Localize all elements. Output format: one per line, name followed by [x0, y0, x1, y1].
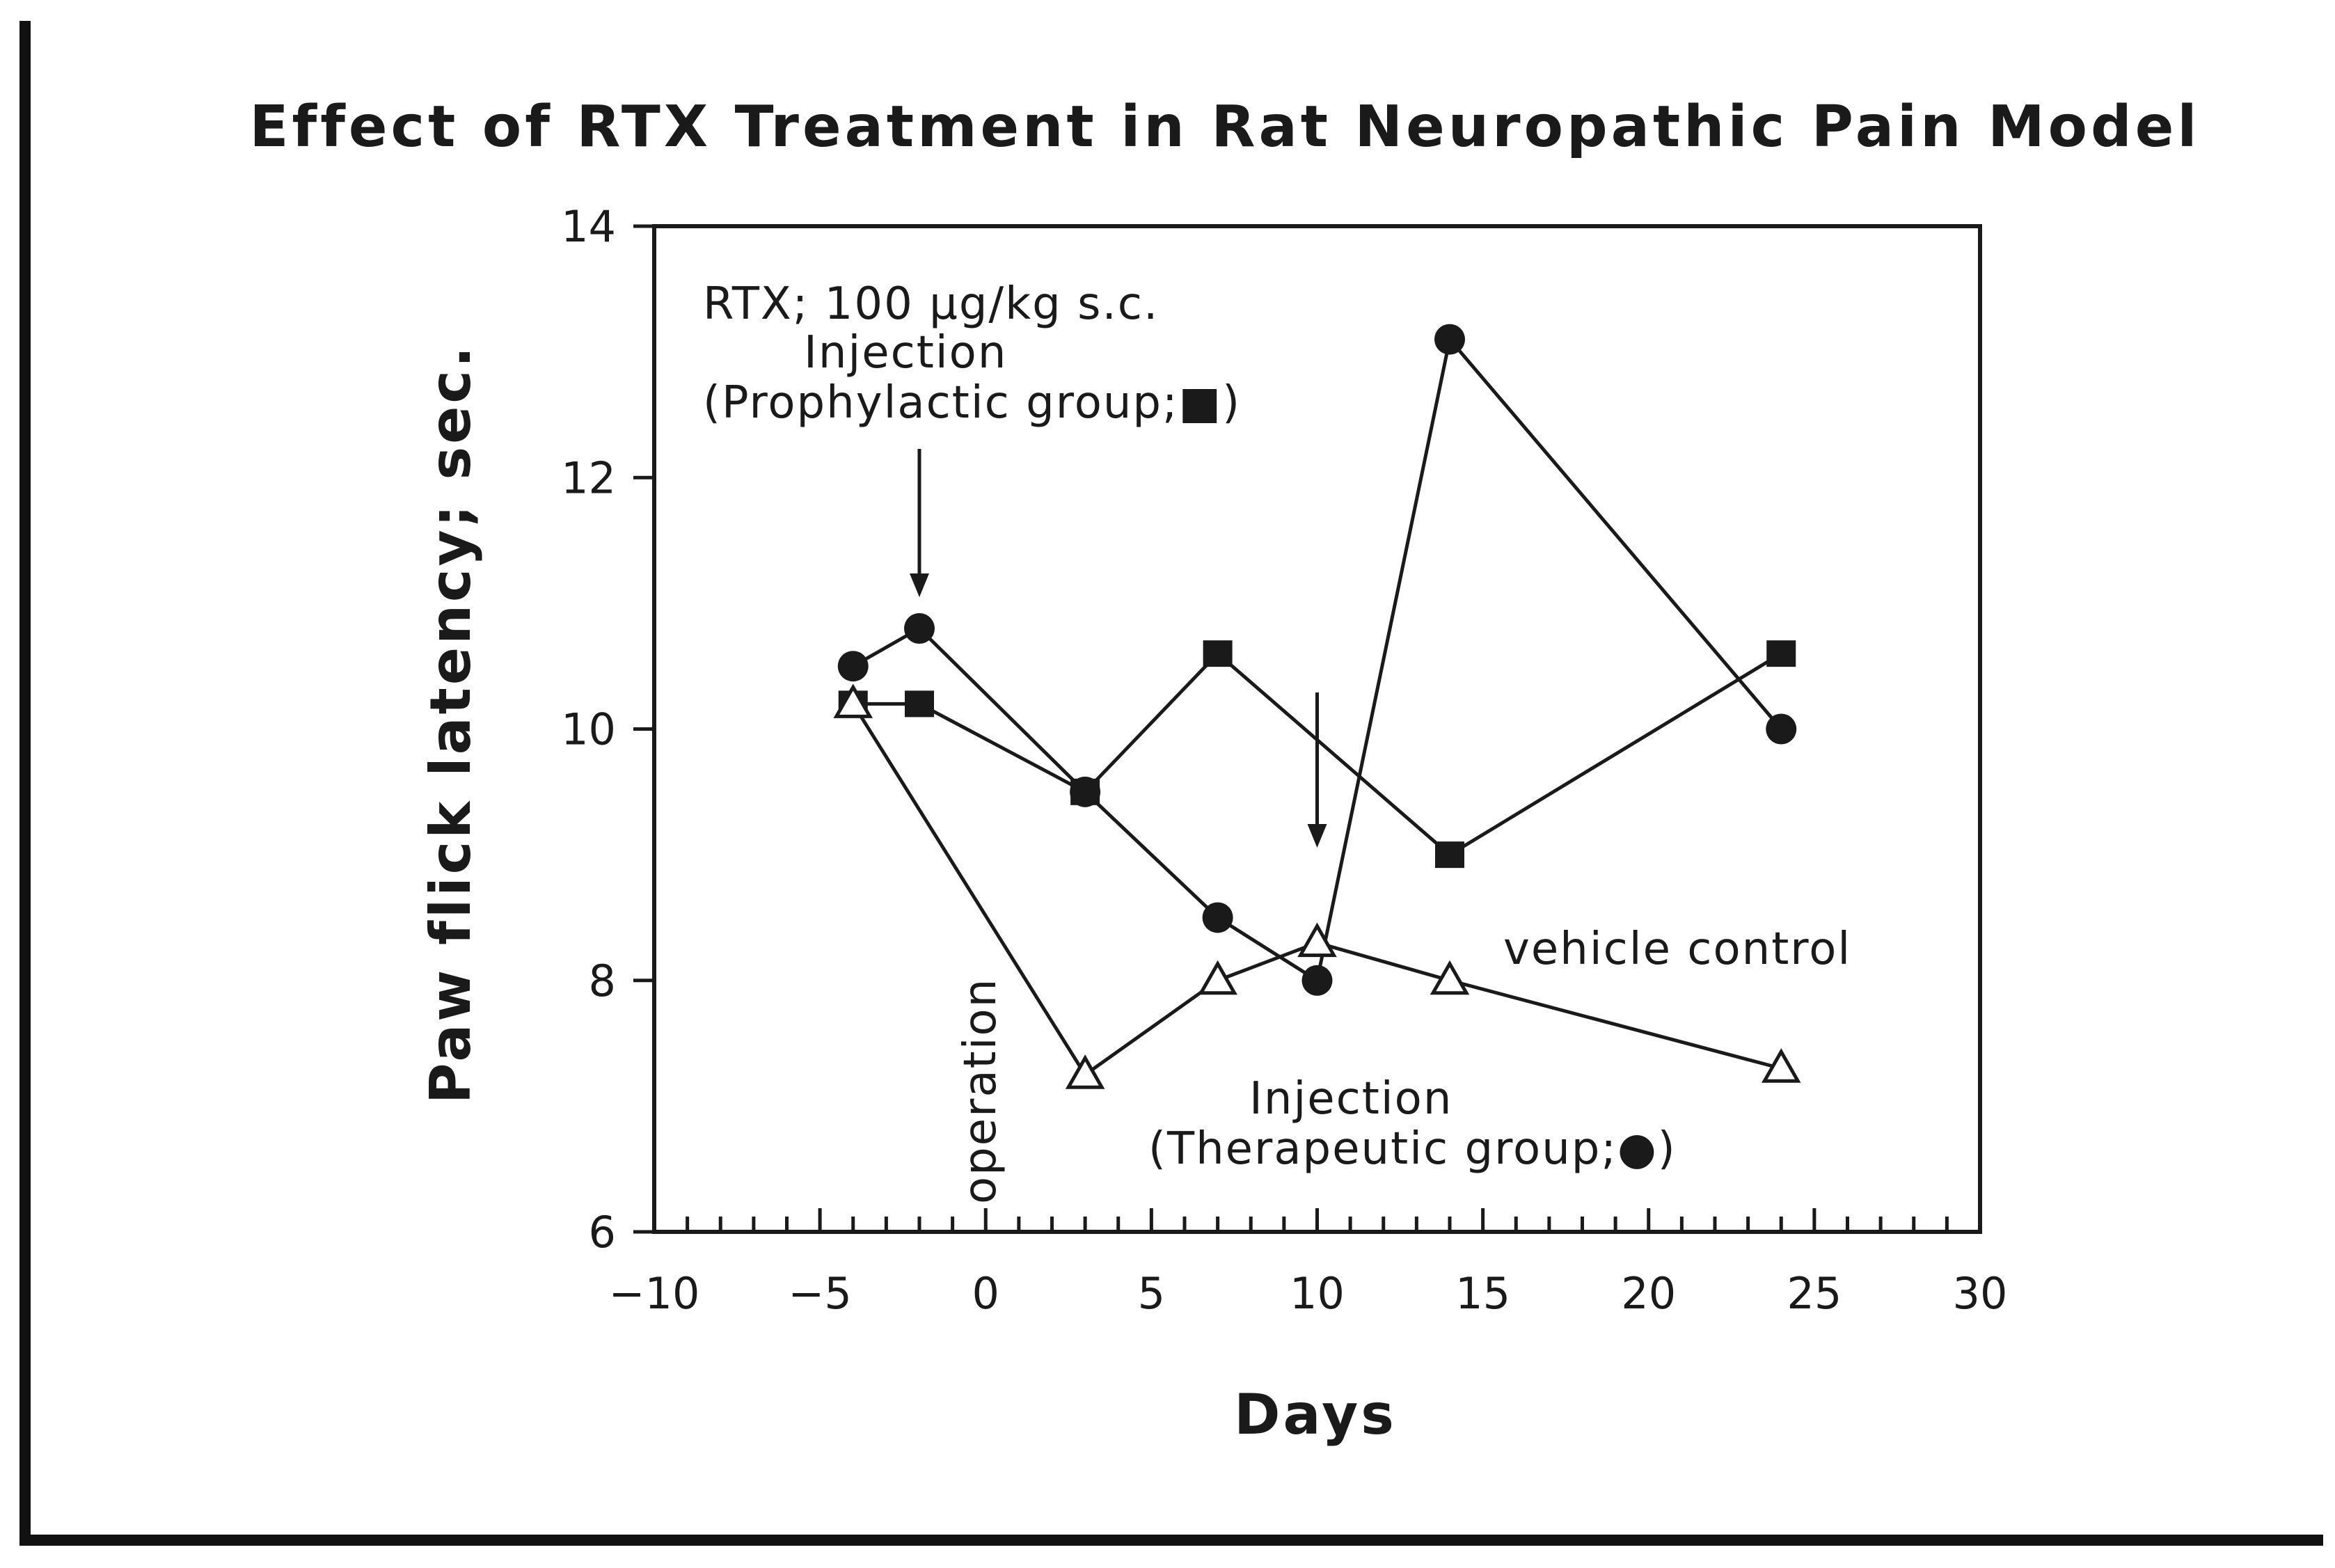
x-tick-label: −5 [788, 1268, 851, 1319]
x-tick-label: 30 [1953, 1268, 2008, 1319]
data-point-square [1203, 640, 1233, 667]
y-tick-label: 8 [589, 956, 616, 1006]
chart-title: Effect of RTX Treatment in Rat Neuropath… [250, 94, 2201, 160]
data-point-square [1766, 640, 1796, 667]
data-point-triangle [1065, 1054, 1105, 1089]
data-point-circle [1070, 776, 1101, 807]
annotation-therapeutic-injection: Injection [1249, 1073, 1453, 1125]
series-line-open-triangle [851, 703, 1782, 1077]
x-tick-label: 10 [1290, 1268, 1345, 1319]
data-point-circle [904, 613, 935, 644]
data-point-triangle [833, 683, 873, 718]
data-point-triangle [1297, 922, 1337, 958]
annotation-therapeutic-group: (Therapeutic group;●) [1148, 1123, 1677, 1175]
x-tick-label: 20 [1621, 1268, 1676, 1319]
prophylactic-arrow-head [910, 573, 929, 597]
annotation-operation: operation [955, 978, 1006, 1204]
ticks-layer: −10 −5 0 5 10 15 20 25 30 6 8 10 12 14 [561, 201, 2007, 1319]
therapeutic-arrow-head [1307, 824, 1327, 848]
annotation-prophylactic-injection: Injection [804, 327, 1007, 379]
x-tick-label: 15 [1455, 1268, 1510, 1319]
annotation-vehicle-control: vehicle control [1503, 924, 1851, 975]
data-point-circle [1202, 902, 1233, 933]
annotation-prophylactic-group: (Prophylactic group;■) [703, 377, 1241, 429]
slide-left-edge [19, 21, 31, 1545]
data-point-triangle [1198, 960, 1237, 995]
y-tick-label: 14 [561, 201, 616, 252]
slide-bottom-edge [19, 1535, 2323, 1546]
x-tick-label: 5 [1138, 1268, 1165, 1319]
y-tick-label: 6 [589, 1207, 616, 1258]
data-point-square [905, 690, 934, 718]
x-tick-label: 25 [1787, 1268, 1842, 1319]
markers-layer [833, 324, 1801, 1089]
x-tick-label: 0 [972, 1268, 999, 1319]
data-point-square [1435, 841, 1464, 869]
y-tick-label: 10 [561, 704, 616, 755]
arrows-layer [910, 449, 1327, 848]
annotation-rtx-dose: RTX; 100 µg/kg s.c. [703, 278, 1159, 330]
series-line-filled-circle [852, 338, 1783, 983]
data-point-triangle [1430, 960, 1470, 995]
data-point-circle [1301, 965, 1333, 996]
y-tick-label: 12 [561, 452, 616, 503]
data-point-triangle [1761, 1048, 1801, 1083]
y-axis-label: Paw flick latency; sec. [418, 344, 483, 1104]
data-point-circle [1434, 324, 1465, 355]
data-point-circle [837, 651, 869, 682]
x-tick-label: −10 [609, 1268, 700, 1319]
x-axis-label: Days [1234, 1382, 1397, 1447]
data-point-circle [1766, 713, 1797, 745]
